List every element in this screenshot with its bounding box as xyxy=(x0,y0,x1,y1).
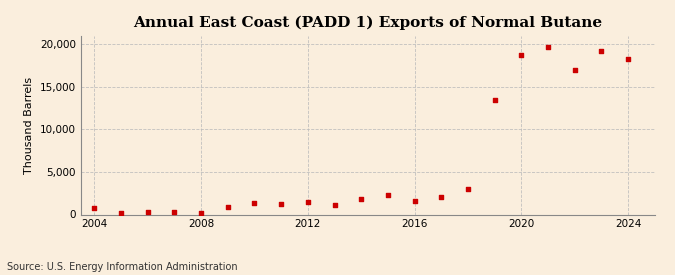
Point xyxy=(596,49,607,53)
Point xyxy=(142,210,153,214)
Point xyxy=(569,68,580,72)
Point xyxy=(62,212,73,216)
Point xyxy=(462,187,473,191)
Point xyxy=(516,53,526,57)
Point xyxy=(89,205,100,210)
Point xyxy=(409,199,420,203)
Point xyxy=(622,57,633,61)
Text: Source: U.S. Energy Information Administration: Source: U.S. Energy Information Administ… xyxy=(7,262,238,272)
Point xyxy=(356,197,367,201)
Title: Annual East Coast (PADD 1) Exports of Normal Butane: Annual East Coast (PADD 1) Exports of No… xyxy=(133,16,602,31)
Point xyxy=(383,193,394,197)
Point xyxy=(543,45,554,49)
Point xyxy=(329,203,340,207)
Point xyxy=(489,97,500,102)
Point xyxy=(276,202,287,207)
Point xyxy=(115,211,126,215)
Point xyxy=(169,210,180,214)
Point xyxy=(249,200,260,205)
Y-axis label: Thousand Barrels: Thousand Barrels xyxy=(24,76,34,174)
Point xyxy=(196,211,207,215)
Point xyxy=(436,195,447,200)
Point xyxy=(302,200,313,204)
Point xyxy=(222,205,233,209)
